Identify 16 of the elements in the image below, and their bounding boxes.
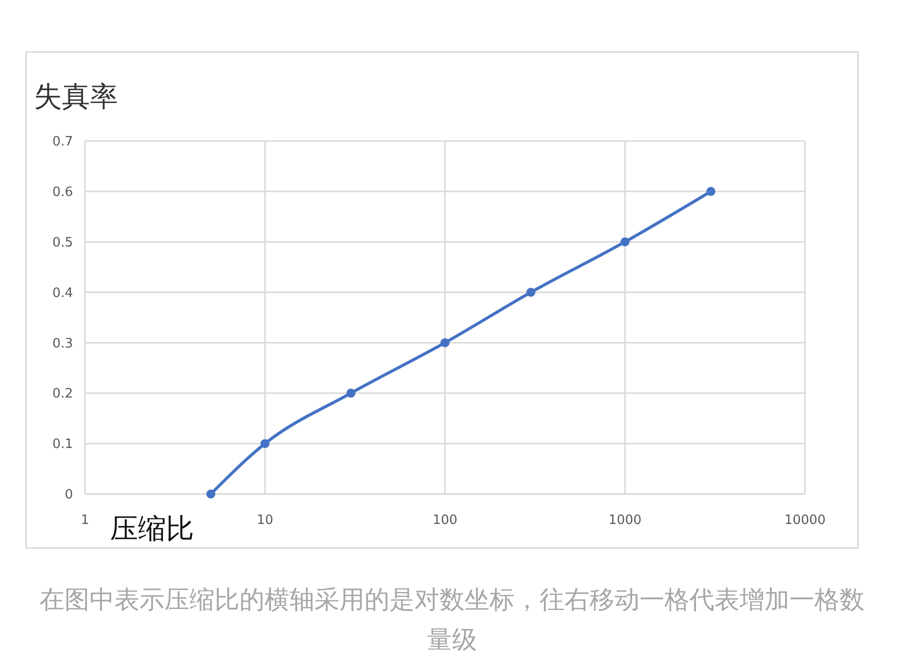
y-tick-label: 0 xyxy=(64,488,73,503)
y-tick-label: 0.5 xyxy=(52,235,73,250)
y-axis-title: 失真率 xyxy=(34,80,118,113)
text: 在图中表示压缩比的横轴采用的是对数坐标，往右移动一格代表增加一格数量级 xyxy=(38,584,866,656)
x-tick-label: 100 xyxy=(432,513,458,528)
x-tick-label: 1 xyxy=(80,513,90,528)
x-tick-label: 10000 xyxy=(784,513,826,528)
y-tick-label: 0.4 xyxy=(52,286,73,301)
x-tick-label: 10 xyxy=(256,513,274,528)
y-tick-label: 0.2 xyxy=(52,386,73,402)
y-tick-label: 0.7 xyxy=(52,134,73,150)
x-tick-label: 1000 xyxy=(608,513,642,528)
y-tick-label: 0.6 xyxy=(52,184,73,200)
y-tick-label: 0.1 xyxy=(52,437,73,452)
y-tick-label: 0.3 xyxy=(52,336,73,352)
x-axis-title: 压缩比 xyxy=(110,512,194,545)
